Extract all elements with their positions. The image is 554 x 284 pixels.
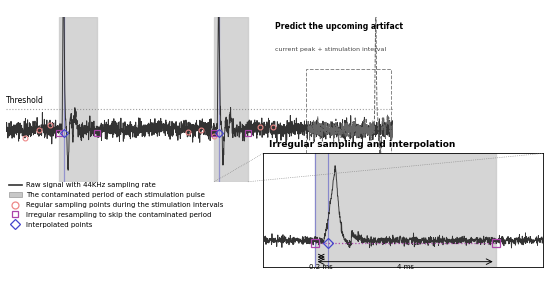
Text: Threshold: Threshold [6, 96, 43, 105]
Bar [59, 17, 97, 182]
Text: 4 ms: 4 ms [397, 264, 414, 270]
Text: Predict the upcoming artifact: Predict the upcoming artifact [275, 22, 403, 31]
Bar [315, 153, 496, 267]
Text: current peak + stimulation interval: current peak + stimulation interval [275, 47, 386, 52]
Legend: Raw signal with 44KHz sampling rate, The contaminated period of each stimulation: Raw signal with 44KHz sampling rate, The… [9, 182, 223, 228]
Text: 0.2 ms: 0.2 ms [309, 264, 333, 270]
Text: Irregular sampling and interpolation: Irregular sampling and interpolation [269, 140, 455, 149]
Bar [214, 17, 248, 182]
Bar [306, 69, 391, 174]
